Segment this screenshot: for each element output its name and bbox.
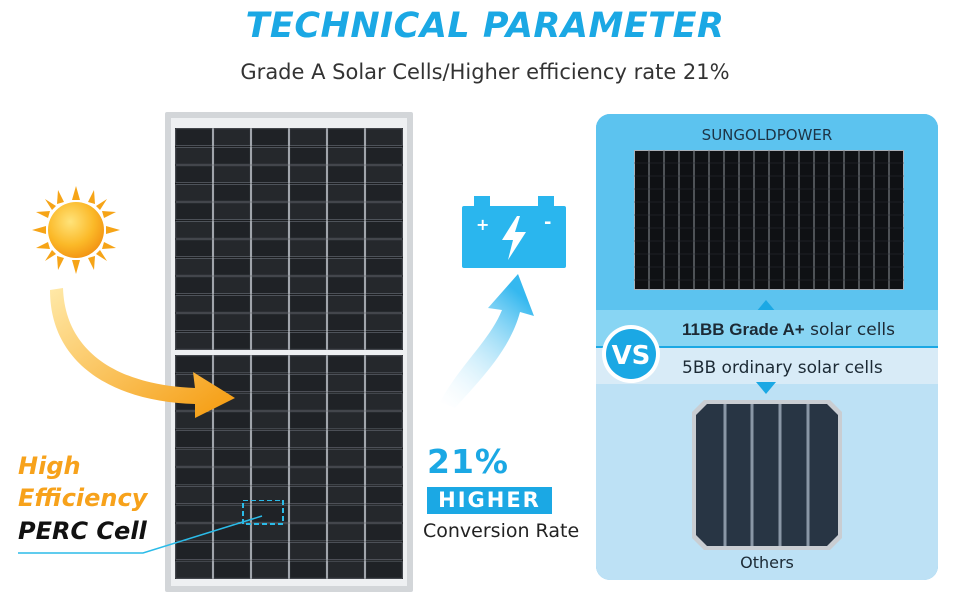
other-cell-image xyxy=(692,400,842,550)
sunlight-arrow-icon xyxy=(50,288,235,418)
page-subtitle: Grade A Solar Cells/Higher efficiency ra… xyxy=(240,60,730,84)
others-label: Others xyxy=(740,553,794,572)
comparison-panel: SUNGOLDPOWER 11BB Grade A+ solar cells 5… xyxy=(596,114,938,580)
brand-cell-image xyxy=(634,150,904,290)
option-a-text: 11BB Grade A+ solar cells xyxy=(682,320,895,340)
higher-badge: HIGHER xyxy=(427,487,552,514)
vs-badge: VS xyxy=(602,325,660,383)
sun-icon xyxy=(32,186,120,274)
brand-label: SUNGOLDPOWER xyxy=(701,126,833,144)
option-b-text: 5BB ordinary solar cells xyxy=(682,358,883,378)
option-a-rest: solar cells xyxy=(804,320,895,340)
comparison-divider xyxy=(596,346,938,348)
triangle-down-icon xyxy=(756,382,776,394)
battery-icon: + - xyxy=(462,196,566,268)
feature-line-high: High xyxy=(18,452,81,480)
triangle-up-icon xyxy=(756,300,776,312)
battery-minus-label: - xyxy=(544,212,551,233)
solar-panel-frame xyxy=(171,118,407,586)
efficiency-percent: 21% xyxy=(427,442,509,481)
vs-label: VS xyxy=(612,341,651,371)
solar-panel-image xyxy=(165,112,413,592)
option-a-bold: 11BB Grade A+ xyxy=(682,320,805,339)
conversion-rate-caption: Conversion Rate xyxy=(423,520,580,542)
page-title: TECHNICAL PARAMETER xyxy=(245,6,725,46)
cell-pointer-line xyxy=(18,500,284,554)
solar-panel-top-half xyxy=(175,128,403,350)
battery-plus-label: + xyxy=(476,215,489,234)
feature-line-perc-cell: PERC Cell xyxy=(18,517,147,545)
upward-arrow-icon xyxy=(440,274,534,408)
feature-line-efficiency: Efficiency xyxy=(18,484,148,512)
solar-panel-bottom-half xyxy=(175,355,403,579)
